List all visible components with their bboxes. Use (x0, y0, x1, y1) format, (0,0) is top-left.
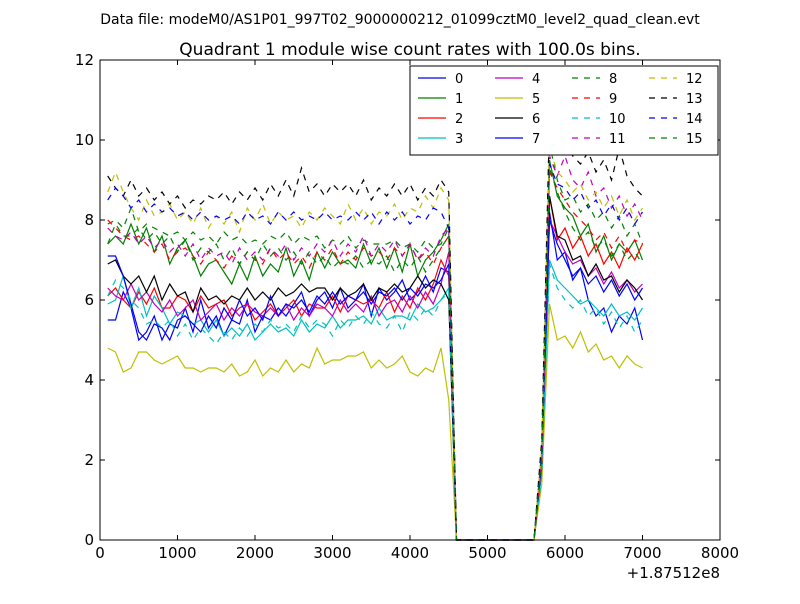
y-tick-label: 8 (84, 211, 94, 229)
series-line-4 (107, 219, 643, 541)
y-tick-label: 4 (84, 371, 94, 389)
series-line-7 (107, 219, 644, 541)
legend-box (409, 65, 719, 156)
legend-label-4: 4 (532, 72, 540, 87)
y-tick-label: 6 (84, 291, 94, 309)
legend-label-0: 0 (455, 72, 463, 87)
legend-label-6: 6 (532, 112, 540, 127)
legend-label-8: 8 (609, 72, 617, 87)
legend-label-5: 5 (532, 92, 540, 107)
series-line-1 (107, 159, 644, 541)
y-tick-label: 2 (84, 451, 94, 469)
legend-label-12: 12 (686, 72, 703, 87)
legend-label-1: 1 (455, 92, 463, 107)
x-tick-label: 6000 (546, 544, 584, 562)
legend-label-2: 2 (455, 112, 463, 127)
legend-label-15: 15 (686, 132, 703, 147)
x-tick-label: 2000 (236, 544, 274, 562)
series-line-5 (107, 303, 643, 541)
x-tick-label: 1000 (158, 544, 196, 562)
y-tick-label: 12 (75, 51, 94, 69)
chart-title: Quadrant 1 module wise count rates with … (179, 40, 640, 60)
legend-label-3: 3 (455, 132, 463, 147)
x-tick-label: 3000 (313, 544, 351, 562)
legend-label-13: 13 (686, 92, 703, 107)
series-line-14 (107, 163, 644, 541)
x-tick-label: 4000 (391, 544, 429, 562)
legend-label-14: 14 (686, 112, 703, 127)
series-line-10 (107, 263, 644, 541)
legend-label-11: 11 (609, 132, 626, 147)
legend-label-10: 10 (609, 112, 626, 127)
x-tick-label: 7000 (623, 544, 661, 562)
series-line-3 (107, 259, 644, 541)
series-line-0 (107, 211, 644, 541)
series-line-6 (107, 195, 644, 541)
x-tick-label: 8000 (701, 544, 739, 562)
x-tick-label: 0 (95, 544, 105, 562)
axis-ticks: 0 1000 2000 3000 4000 5000 6000 7000 80000246810… (75, 51, 739, 562)
x-tick-label: 5000 (468, 544, 506, 562)
data-file-suptitle: Data file: modeM0/AS1P01_997T02_90000002… (100, 12, 700, 28)
legend-label-9: 9 (609, 92, 617, 107)
y-tick-label: 0 (84, 531, 94, 549)
series-layer (107, 119, 644, 541)
x-offset-label: +1.87512e8 (627, 564, 720, 582)
y-tick-label: 10 (75, 131, 94, 149)
legend-label-7: 7 (532, 132, 540, 147)
series-line-11 (107, 154, 644, 541)
series-line-8 (107, 143, 644, 541)
